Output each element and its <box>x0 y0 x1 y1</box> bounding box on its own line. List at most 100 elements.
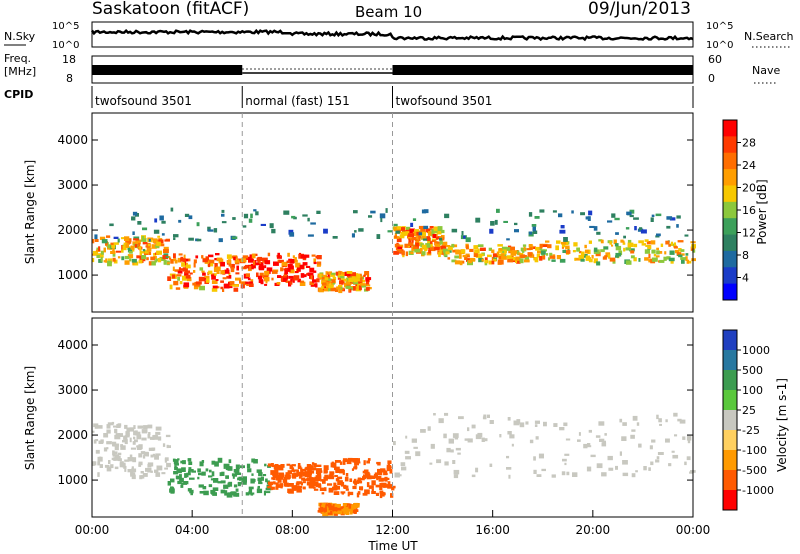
velocity-cell-3-84 <box>371 480 376 486</box>
power-cell-7-60 <box>310 222 316 225</box>
velocity-cell-1-75 <box>217 481 223 484</box>
power-colorbar-tick-label-0: 28 <box>742 137 756 150</box>
xtick-label-6: 00:00 <box>676 523 711 537</box>
velocity-cell-0-46 <box>142 455 146 459</box>
velocity-cell-3-64 <box>340 491 346 494</box>
velocity-cell-3-94 <box>371 488 374 492</box>
velocity-cell-0-102 <box>112 441 117 447</box>
velocity-cell-3-129 <box>335 469 341 473</box>
velocity-cell-0-37 <box>166 462 171 468</box>
power-cell-7-110 <box>615 232 619 235</box>
velocity-cell-0-3 <box>110 464 114 469</box>
velocity-cell-0-68 <box>132 441 136 445</box>
power-cell-6-126 <box>609 241 612 245</box>
power-cell-4-108 <box>427 231 432 236</box>
velocity-cell-1-136 <box>248 486 254 490</box>
power-cell-7-68 <box>109 223 114 227</box>
velocity-cell-5-139 <box>602 440 606 443</box>
power-cell-5-120 <box>447 257 451 260</box>
power-cell-2-122 <box>284 269 289 275</box>
mode-boundaries <box>241 113 393 517</box>
velocity-cell-2-75 <box>316 472 322 478</box>
power-cell-1-22 <box>178 253 183 256</box>
cpid-label: CPID <box>4 88 33 101</box>
power-cell-1-94 <box>223 283 230 289</box>
power-cell-7-23 <box>379 213 386 219</box>
velocity-cell-4-100 <box>327 510 333 515</box>
power-cell-0-12 <box>99 236 106 240</box>
velocity-cell-3-48 <box>318 484 322 488</box>
power-cell-7-84 <box>666 216 673 220</box>
power-cell-0-32 <box>113 242 119 245</box>
power-colorbar-swatch-8 <box>723 250 737 268</box>
power-cell-6-107 <box>691 244 696 249</box>
power-cell-7-75 <box>539 209 545 213</box>
power-cell-2-130 <box>292 278 295 283</box>
power-cell-7-2 <box>395 230 400 234</box>
power-colorbar-swatch-0 <box>723 120 737 137</box>
velocity-cell-1-99 <box>167 481 171 486</box>
velocity-cell-5-135 <box>489 463 493 467</box>
velocity-cell-1-49 <box>173 471 179 475</box>
velocity-cell-2-101 <box>270 470 275 475</box>
power-cell-1-26 <box>204 275 210 280</box>
noise-panel-frame <box>91 21 694 48</box>
power-cell-6-82 <box>572 250 576 253</box>
power-cell-7-114 <box>528 231 533 235</box>
power-cell-6-55 <box>681 259 685 264</box>
velocity-cell-3-119 <box>343 486 348 489</box>
power-cell-7-61 <box>289 232 295 237</box>
power-cell-7-96 <box>161 233 165 236</box>
power-cell-1-139 <box>208 270 213 275</box>
power-cell-6-116 <box>644 239 649 242</box>
velocity-cell-4-138 <box>348 504 352 509</box>
power-cell-7-32 <box>496 208 500 213</box>
velocity-cell-4-74 <box>345 511 350 515</box>
velocity-cell-4-83 <box>350 511 356 514</box>
power-cell-3-92 <box>357 277 363 282</box>
velocity-cell-1-21 <box>235 472 241 475</box>
power-cell-7-56 <box>269 223 274 229</box>
velocity-cell-2-105 <box>271 477 274 480</box>
velocity-cell-4-124 <box>343 506 348 512</box>
power-cell-3-75 <box>355 286 362 292</box>
velocity-cell-3-76 <box>356 492 360 498</box>
power-cell-7-129 <box>514 229 519 233</box>
power-cell-0-107 <box>151 244 157 249</box>
velocity-cell-5-92 <box>562 458 567 462</box>
velocity-cell-5-43 <box>658 418 662 423</box>
power-cell-5-48 <box>509 250 515 253</box>
velocity-cell-3-62 <box>340 481 345 487</box>
power-cell-7-79 <box>188 237 194 241</box>
power-cell-7-62 <box>323 228 328 234</box>
power-cell-2-63 <box>291 277 294 281</box>
velocity-cell-5-138 <box>529 439 534 444</box>
power-cell-6-70 <box>587 249 591 254</box>
velocity-cell-1-76 <box>188 461 193 465</box>
velocity-cell-2-88 <box>308 470 315 474</box>
velocity-cell-2-99 <box>315 464 322 467</box>
power-cell-2-100 <box>300 280 305 283</box>
velocity-cell-5-14 <box>596 463 603 469</box>
power-cell-6-20 <box>600 239 604 244</box>
velocity-cell-3-92 <box>328 476 335 480</box>
power-cell-4-53 <box>396 237 402 243</box>
velocity-cell-5-25 <box>656 414 659 420</box>
velocity-cell-3-113 <box>333 491 340 495</box>
power-cell-0-62 <box>163 249 169 253</box>
power-cell-3-43 <box>338 288 343 294</box>
power-cell-4-102 <box>435 237 439 240</box>
power-cell-7-59 <box>494 219 498 225</box>
velocity-cell-5-53 <box>622 472 629 477</box>
velocity-cell-0-130 <box>138 461 143 466</box>
velocity-cell-1-128 <box>257 477 262 482</box>
velocity-cell-3-26 <box>363 460 366 466</box>
velocity-cell-1-122 <box>237 477 242 481</box>
velocity-cell-5-4 <box>631 429 636 432</box>
velocity-cell-1-80 <box>184 473 187 478</box>
power-cell-7-124 <box>418 232 423 236</box>
velocity-cell-5-66 <box>577 439 581 442</box>
xtick-label-2: 08:00 <box>275 523 310 537</box>
power-cell-5-138 <box>542 244 549 247</box>
power-cell-2-61 <box>278 259 284 264</box>
